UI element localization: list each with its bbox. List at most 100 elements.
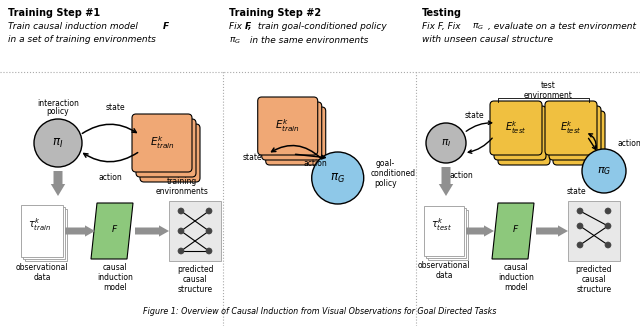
Text: structure: structure (577, 285, 612, 293)
Text: $\pi_I$: $\pi_I$ (441, 137, 451, 149)
Circle shape (577, 208, 583, 214)
Text: causal: causal (582, 274, 606, 284)
Bar (428, 210, 468, 260)
FancyArrow shape (135, 225, 169, 237)
Text: predicted: predicted (177, 264, 213, 274)
Text: with unseen causal structure: with unseen causal structure (422, 35, 553, 44)
Text: causal: causal (504, 262, 529, 272)
Polygon shape (492, 203, 534, 259)
FancyBboxPatch shape (140, 124, 200, 182)
Text: data: data (435, 271, 452, 279)
Bar (23, 207, 65, 259)
FancyBboxPatch shape (553, 111, 605, 165)
Text: action: action (617, 139, 640, 147)
Text: in the same environments: in the same environments (246, 36, 368, 45)
Bar (424, 206, 464, 256)
Text: $E^k_{test}$: $E^k_{test}$ (505, 120, 527, 136)
Circle shape (178, 208, 184, 214)
Text: Train causal induction model: Train causal induction model (8, 22, 141, 31)
FancyBboxPatch shape (266, 107, 326, 165)
Text: Training Step #1: Training Step #1 (8, 8, 100, 18)
FancyBboxPatch shape (136, 119, 196, 177)
Text: environments: environments (156, 186, 209, 196)
Text: policy: policy (374, 179, 397, 187)
Text: data: data (33, 273, 51, 281)
Bar (568, 201, 620, 261)
Text: $\pi_I$: $\pi_I$ (52, 137, 63, 150)
Text: conditioned: conditioned (370, 169, 415, 177)
Text: predicted: predicted (576, 264, 612, 274)
Text: interaction: interaction (37, 98, 79, 108)
Bar (169, 201, 221, 261)
Text: $\tau^k_{train}$: $\tau^k_{train}$ (28, 216, 52, 233)
Text: train goal-conditioned policy: train goal-conditioned policy (255, 22, 387, 31)
Text: Testing: Testing (422, 8, 462, 18)
Text: $\tau^k_{test}$: $\tau^k_{test}$ (431, 216, 452, 233)
Text: causal: causal (102, 262, 127, 272)
FancyArrow shape (439, 167, 453, 196)
Text: $\pi_G$: $\pi_G$ (597, 165, 611, 177)
Circle shape (605, 242, 611, 248)
Circle shape (582, 149, 626, 193)
Text: observational: observational (16, 262, 68, 272)
FancyBboxPatch shape (262, 102, 322, 160)
Text: action: action (449, 170, 473, 180)
Circle shape (206, 228, 212, 234)
Text: observational: observational (418, 260, 470, 270)
Bar (426, 208, 466, 258)
Text: policy: policy (47, 108, 69, 116)
Text: F,: F, (244, 22, 252, 31)
Circle shape (605, 223, 611, 229)
Text: goal-: goal- (376, 158, 396, 168)
Text: Fix: Fix (228, 22, 244, 31)
Circle shape (206, 208, 212, 214)
Circle shape (34, 119, 82, 167)
FancyBboxPatch shape (494, 106, 546, 160)
Text: in a set of training environments: in a set of training environments (8, 35, 156, 44)
FancyArrow shape (466, 225, 494, 237)
Text: $F$: $F$ (111, 224, 118, 234)
FancyArrow shape (51, 171, 65, 196)
Text: state: state (243, 154, 262, 162)
FancyBboxPatch shape (498, 111, 550, 165)
Text: action: action (304, 159, 328, 169)
Text: model: model (504, 283, 528, 291)
Circle shape (577, 223, 583, 229)
Text: Figure 1: Overview of Causal Induction from Visual Observations for Goal Directe: Figure 1: Overview of Causal Induction f… (143, 307, 497, 316)
Circle shape (577, 242, 583, 248)
Text: model: model (103, 283, 127, 291)
Text: $E^k_{train}$: $E^k_{train}$ (150, 135, 175, 151)
Text: action: action (98, 173, 122, 183)
Text: $\pi_G$: $\pi_G$ (330, 171, 345, 185)
Text: , evaluate on a test environment: , evaluate on a test environment (488, 22, 636, 31)
Text: test: test (541, 82, 556, 91)
Text: structure: structure (177, 285, 212, 293)
Circle shape (178, 248, 184, 254)
Polygon shape (91, 203, 133, 259)
Text: state: state (566, 186, 586, 196)
Text: causal: causal (182, 274, 207, 284)
Text: $\pi_G$: $\pi_G$ (472, 22, 484, 33)
Circle shape (206, 248, 212, 254)
Text: Fix F, Fix: Fix F, Fix (422, 22, 463, 31)
Text: F: F (163, 22, 169, 31)
Text: $\pi_G$: $\pi_G$ (228, 36, 241, 47)
Circle shape (178, 228, 184, 234)
Text: state: state (464, 111, 484, 120)
FancyBboxPatch shape (545, 101, 597, 155)
Circle shape (312, 152, 364, 204)
FancyBboxPatch shape (490, 101, 542, 155)
Text: $E^k_{test}$: $E^k_{test}$ (560, 120, 582, 136)
FancyBboxPatch shape (132, 114, 192, 172)
Text: induction: induction (97, 273, 133, 281)
Text: training: training (167, 176, 197, 185)
FancyBboxPatch shape (549, 106, 601, 160)
Text: environment: environment (524, 91, 573, 99)
Text: $E^k_{train}$: $E^k_{train}$ (275, 118, 300, 134)
Bar (25, 209, 67, 261)
Bar (21, 205, 63, 257)
FancyArrow shape (65, 225, 95, 237)
FancyArrow shape (536, 225, 568, 237)
Text: state: state (105, 103, 125, 112)
Text: $F$: $F$ (513, 224, 520, 234)
